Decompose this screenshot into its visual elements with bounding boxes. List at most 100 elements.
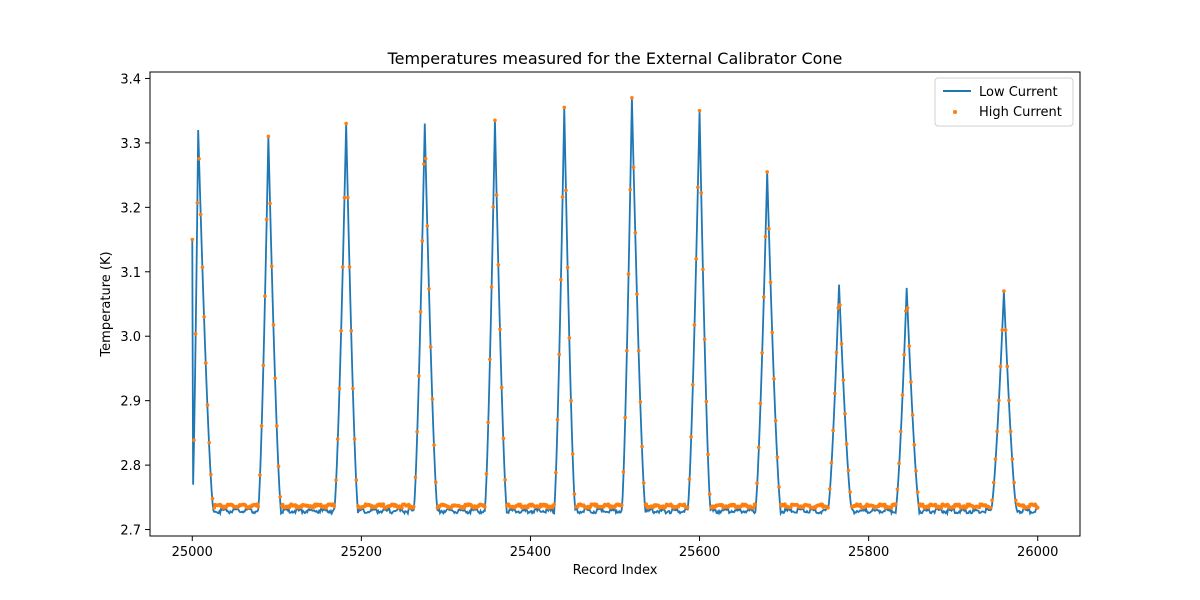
data-point-high-current (342, 195, 347, 200)
data-point-high-current (562, 105, 567, 110)
data-point-high-current (939, 506, 944, 510)
data-point-high-current (756, 445, 761, 450)
data-point-high-current (381, 502, 386, 507)
data-point-high-current (413, 475, 418, 480)
data-point-high-current (619, 503, 624, 507)
legend-label-low-current: Low Current (979, 85, 1058, 100)
data-point-high-current (557, 352, 561, 357)
data-point-high-current (352, 437, 357, 441)
y-axis-label: Temperature (K) (99, 251, 114, 357)
data-point-high-current (423, 156, 428, 161)
data-point-high-current (559, 277, 563, 282)
data-point-high-current (503, 478, 507, 482)
data-point-high-current (489, 285, 494, 289)
data-point-high-current (569, 398, 573, 403)
data-point-high-current (626, 272, 631, 276)
data-point-high-current (483, 505, 487, 509)
data-point-high-current (418, 309, 423, 314)
data-point-high-current (895, 487, 900, 492)
data-point-high-current (212, 506, 217, 510)
data-point-high-current (349, 328, 354, 333)
series-high-current (190, 95, 1040, 510)
data-point-high-current (415, 430, 419, 434)
chart-title: Temperatures measured for the External C… (387, 49, 843, 68)
data-point-high-current (829, 460, 834, 465)
data-point-high-current (264, 217, 269, 222)
data-point-high-current (484, 471, 489, 476)
data-point-high-current (628, 187, 633, 192)
data-point-high-current (907, 344, 912, 348)
data-point-high-current (346, 195, 350, 200)
data-point-high-current (197, 157, 201, 161)
legend-label-high-current: High Current (979, 105, 1062, 120)
data-point-high-current (200, 265, 205, 270)
data-point-high-current (198, 212, 203, 217)
data-point-high-current (687, 477, 692, 482)
data-point-high-current (631, 165, 636, 170)
data-point-high-current (898, 429, 903, 434)
data-point-high-current (910, 413, 915, 417)
data-point-high-current (493, 118, 497, 123)
data-point-high-current (560, 195, 565, 199)
data-point-high-current (335, 437, 340, 441)
data-point-high-current (900, 393, 905, 397)
data-point-high-current (692, 323, 697, 327)
x-tick-label: 25800 (848, 545, 889, 560)
data-point-high-current (841, 378, 846, 382)
data-point-high-current (351, 386, 355, 391)
data-point-high-current (839, 342, 844, 346)
data-point-high-current (428, 345, 433, 349)
y-tick-label: 3.2 (120, 201, 141, 216)
data-point-high-current (334, 478, 338, 482)
data-point-high-current (689, 434, 693, 439)
y-axis: 2.7 2.8 2.9 3.0 3.1 3.2 3.3 3.4 (120, 72, 150, 539)
data-point-high-current (204, 361, 208, 365)
data-point-high-current (263, 294, 267, 298)
data-point-high-current (644, 502, 649, 507)
data-point-high-current (848, 490, 852, 494)
x-tick-label: 25000 (172, 545, 213, 560)
data-point-high-current (432, 443, 436, 447)
data-point-high-current (486, 420, 490, 425)
data-point-high-current (995, 429, 999, 434)
data-point-high-current (772, 377, 776, 381)
data-point-high-current (912, 443, 917, 447)
data-point-high-current (702, 337, 707, 342)
plot-area (149, 71, 1081, 537)
data-point-high-current (422, 162, 426, 166)
data-point-high-current (425, 224, 430, 228)
y-tick-label: 3.0 (120, 330, 141, 345)
data-point-high-current (753, 502, 758, 507)
data-point-high-current (209, 472, 213, 477)
data-point-high-current (491, 205, 496, 209)
data-point-high-current (193, 331, 198, 336)
data-point-high-current (280, 502, 285, 507)
data-point-high-current (1005, 364, 1010, 369)
data-point-high-current (762, 295, 766, 299)
data-point-high-current (570, 452, 575, 456)
data-point-high-current (834, 350, 839, 355)
data-point-high-current (427, 287, 431, 291)
data-point-high-current (755, 481, 759, 486)
data-point-high-current (554, 470, 558, 475)
data-point-high-current (572, 492, 577, 496)
data-point-high-current (195, 201, 200, 205)
data-point-high-current (833, 391, 837, 396)
data-point-high-current (496, 263, 501, 267)
legend-marker-high-current (953, 110, 957, 114)
data-point-high-current (915, 490, 920, 494)
data-point-high-current (337, 386, 342, 391)
y-tick-label: 2.8 (120, 459, 141, 474)
data-point-high-current (555, 417, 560, 422)
data-point-high-current (499, 385, 504, 390)
data-point-high-current (904, 309, 908, 313)
data-point-high-current (641, 481, 646, 485)
data-point-high-current (635, 292, 639, 296)
data-point-high-current (706, 452, 710, 457)
data-point-high-current (1013, 498, 1018, 503)
data-point-high-current (844, 442, 849, 446)
data-point-high-current (276, 464, 281, 469)
data-point-high-current (946, 503, 950, 507)
data-point-high-current (991, 480, 996, 485)
data-point-high-current (767, 226, 771, 231)
